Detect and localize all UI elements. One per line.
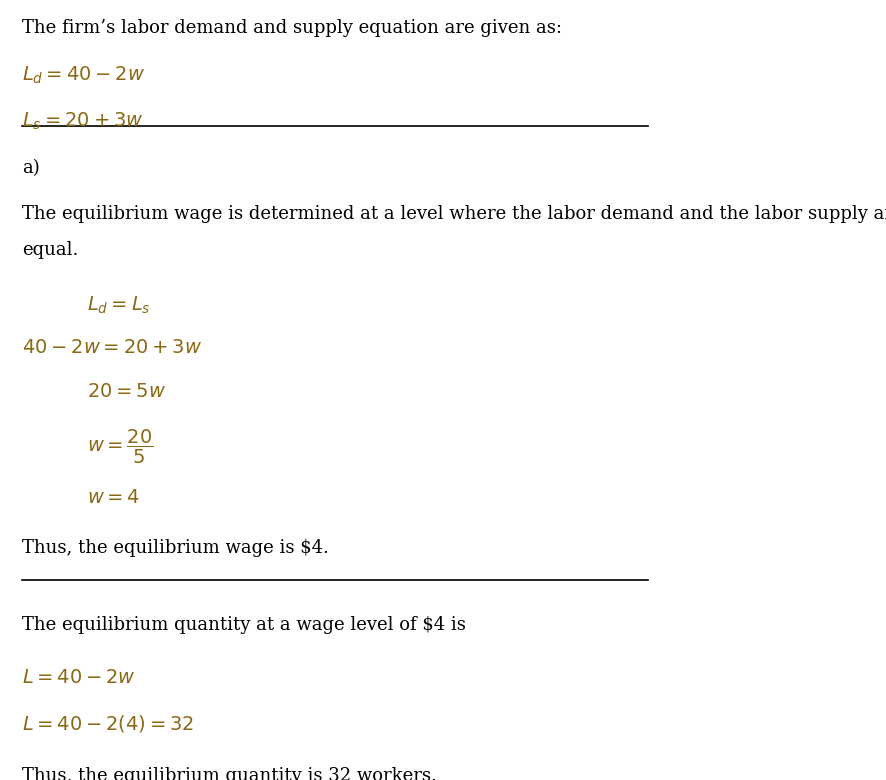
Text: $L_d = L_s$: $L_d = L_s$ <box>87 294 151 316</box>
Text: equal.: equal. <box>22 241 78 259</box>
Text: The firm’s labor demand and supply equation are given as:: The firm’s labor demand and supply equat… <box>22 19 562 37</box>
Text: $L_d = 40 - 2w$: $L_d = 40 - 2w$ <box>22 65 145 86</box>
Text: Thus, the equilibrium wage is $4.: Thus, the equilibrium wage is $4. <box>22 539 329 557</box>
Text: $L = 40 - 2w$: $L = 40 - 2w$ <box>22 669 136 687</box>
Text: $w = 4$: $w = 4$ <box>87 489 140 507</box>
Text: $w = \dfrac{20}{5}$: $w = \dfrac{20}{5}$ <box>87 428 153 466</box>
Text: The equilibrium quantity at a wage level of $4 is: The equilibrium quantity at a wage level… <box>22 615 465 633</box>
Text: $40 - 2w = 20 + 3w$: $40 - 2w = 20 + 3w$ <box>22 339 202 357</box>
Text: $20 = 5w$: $20 = 5w$ <box>87 384 166 402</box>
Text: The equilibrium wage is determined at a level where the labor demand and the lab: The equilibrium wage is determined at a … <box>22 205 886 223</box>
Text: Thus, the equilibrium quantity is 32 workers.: Thus, the equilibrium quantity is 32 wor… <box>22 767 437 780</box>
Text: $L_s = 20 + 3w$: $L_s = 20 + 3w$ <box>22 111 144 132</box>
Text: $L = 40 - 2(4) = 32$: $L = 40 - 2(4) = 32$ <box>22 714 194 735</box>
Text: a): a) <box>22 159 40 177</box>
